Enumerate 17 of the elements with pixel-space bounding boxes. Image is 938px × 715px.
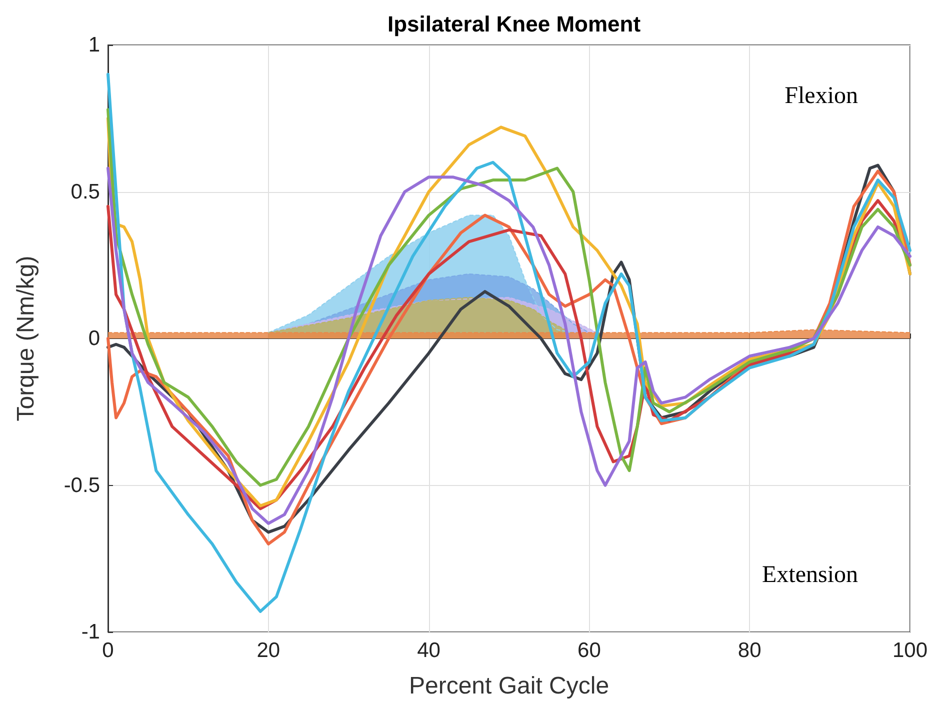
x-tick-label: 60 [578,639,601,662]
y-axis-title: Torque (Nm/kg) [12,256,40,422]
y-tick-label: -0.5 [64,474,100,497]
y-tick-label: 0.5 [70,180,100,204]
x-tick-label: 20 [256,639,280,662]
x-tick-label: 80 [738,639,762,662]
annotation: Flexion [784,83,858,109]
y-tick-label: 0 [88,327,100,350]
x-tick-label: 0 [102,639,114,662]
y-tick-label: 1 [88,34,100,56]
x-axis-title: Percent Gait Cycle [408,672,610,700]
x-tick-label: 40 [417,639,440,662]
line-series [106,72,912,613]
chart-title: Ipsilateral Knee Moment [387,12,642,36]
x-tick-label: 100 [892,639,928,662]
y-tick-label: -1 [81,620,100,644]
annotation: Extension [762,562,858,588]
